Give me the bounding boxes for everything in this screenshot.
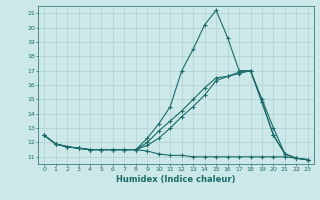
X-axis label: Humidex (Indice chaleur): Humidex (Indice chaleur) — [116, 175, 236, 184]
